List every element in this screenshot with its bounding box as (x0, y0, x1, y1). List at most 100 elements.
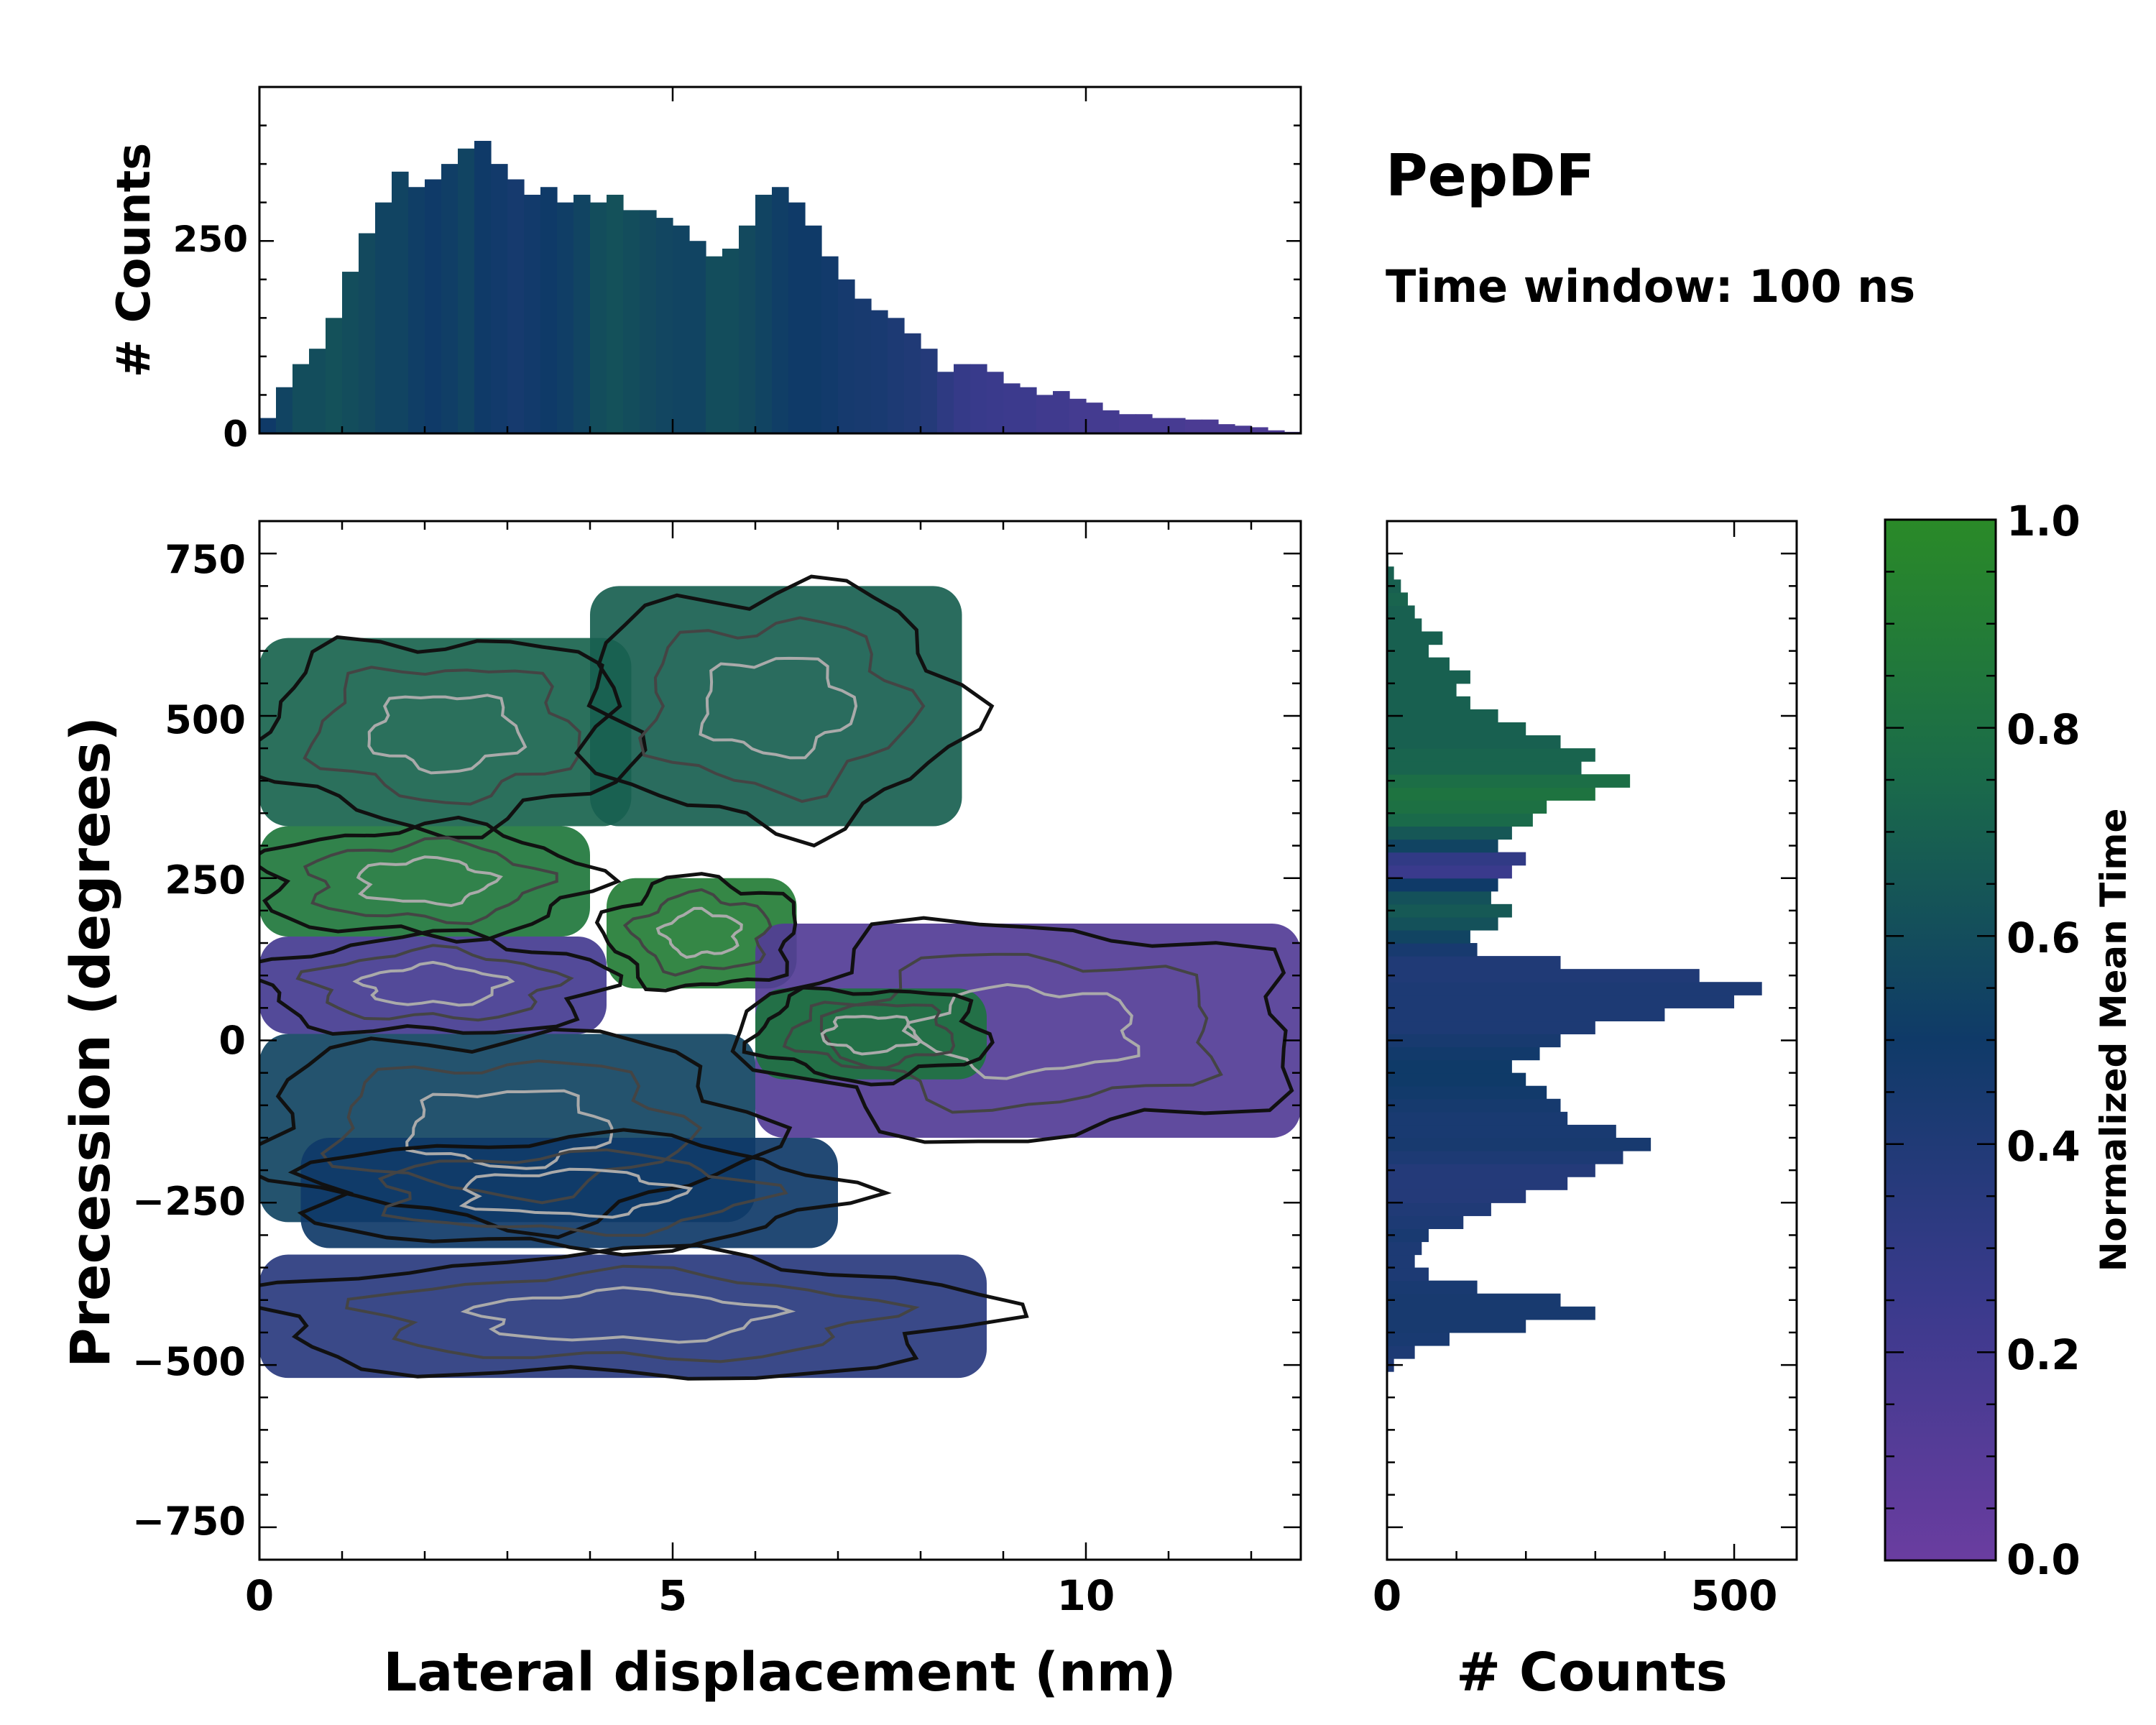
top-histogram-bar (1069, 398, 1087, 433)
right-histogram-bar (1387, 1085, 1547, 1100)
heatmap-contour (320, 1059, 703, 1205)
top-ytick-0: 0 (223, 413, 248, 455)
right-histogram-bar (1387, 592, 1408, 607)
right-histogram-bar (1387, 761, 1582, 775)
colorbar-gradient (1884, 518, 1997, 1562)
right-histogram-bar (1387, 878, 1498, 892)
heatmap-contour (377, 1148, 788, 1237)
heatmap-contour (573, 574, 995, 848)
top-histogram-bar (1036, 395, 1054, 433)
xtick-5: 5 (658, 1571, 687, 1620)
heatmap-contour (460, 1286, 796, 1344)
right-histogram: 0 500 # Counts (1373, 520, 1798, 1703)
ytick-250: 250 (165, 857, 246, 903)
top-histogram-bar (474, 140, 492, 433)
heatmap-contour (259, 815, 622, 944)
right-histogram-bar (1387, 683, 1457, 697)
heatmap-contour (655, 906, 743, 959)
figure-subtitle: Time window: 100 ns (1386, 260, 1915, 313)
top-histogram-bar (425, 179, 442, 433)
right-histogram-bar (1387, 722, 1526, 736)
colorbar-tick-1-0: 1.0 (2007, 497, 2081, 546)
ytick-minus-250: −250 (132, 1179, 246, 1224)
top-histogram-bar (607, 194, 624, 433)
right-histogram-bar (1387, 709, 1498, 723)
heatmap-contour (259, 928, 624, 1036)
top-histogram-bar (689, 241, 706, 433)
right-histogram-bar (1387, 943, 1478, 957)
right-histogram-bar (1387, 1137, 1651, 1151)
top-histogram-bar (540, 187, 558, 433)
top-histogram-bar (1268, 430, 1285, 433)
top-histogram-bar (623, 210, 640, 433)
top-histogram-bar (1169, 418, 1186, 433)
right-histogram-bar (1387, 1059, 1512, 1074)
heatmap-contour (699, 656, 858, 760)
ytick-0: 0 (218, 1018, 246, 1063)
right-histogram-bar (1387, 1280, 1478, 1294)
top-ylabel: # Counts (108, 143, 161, 378)
top-histogram-bar (1119, 414, 1136, 433)
right-histogram-bar (1387, 813, 1533, 827)
top-histogram-bar (1251, 427, 1268, 433)
ytick-750: 750 (165, 537, 246, 582)
colorbar-tick-0-2: 0.2 (2007, 1330, 2081, 1379)
top-histogram-bar (1152, 418, 1169, 433)
right-histogram-bar (1387, 748, 1595, 762)
top-histogram-bar (871, 310, 888, 433)
top-histogram-bar (292, 364, 310, 433)
heatmap-contour (622, 888, 773, 977)
right-histogram-bar (1387, 852, 1526, 866)
right-histogram-bar (1387, 826, 1512, 840)
top-histogram-bar (1102, 410, 1120, 433)
heatmap-contour (303, 666, 581, 806)
top-histogram-bar (722, 248, 740, 433)
right-histogram-bar (1387, 1164, 1595, 1177)
heatmap-contours (259, 574, 1294, 1381)
xtick-0: 0 (245, 1571, 274, 1620)
top-histogram-bar (739, 225, 756, 433)
right-histogram-bar (1387, 735, 1561, 749)
top-histogram-bar (458, 148, 475, 433)
right-histogram-bar (1387, 787, 1595, 801)
top-histogram-bar (259, 418, 277, 433)
heatmap-contour (303, 836, 558, 926)
heatmap-contour (820, 1015, 923, 1056)
ytick-minus-750: −750 (132, 1499, 246, 1544)
heatmap-xlabel: Lateral displacement (nm) (383, 1642, 1176, 1703)
heatmap-contour (259, 1027, 793, 1239)
heatmap-contour (459, 1167, 694, 1219)
right-xtick-500: 500 (1690, 1571, 1777, 1620)
heatmap-ticks (258, 521, 1301, 1560)
colorbar-tick-0-6: 0.6 (2007, 914, 2081, 962)
right-histogram-bar (1387, 1034, 1561, 1048)
heatmap-contour (742, 985, 995, 1087)
top-histogram-bar (838, 279, 855, 433)
right-histogram-bar (1387, 1098, 1561, 1113)
right-histogram-bar (1387, 903, 1512, 918)
right-histogram-bar (1387, 982, 1762, 995)
heatmap-contour (356, 855, 503, 908)
top-histogram-bar (573, 194, 591, 433)
right-histogram-bar (1387, 1021, 1595, 1035)
right-histogram-bar (1387, 1008, 1665, 1022)
heatmap-contour (345, 1264, 920, 1363)
right-histogram-bar (1387, 1124, 1616, 1138)
right-histogram-bar (1387, 1345, 1415, 1359)
heatmap-region (259, 826, 590, 937)
colorbar-tick-0-4: 0.4 (2007, 1122, 2081, 1171)
heatmap-panel: 0 5 10 750 500 250 0 −250 −500 −750 Late… (58, 520, 1302, 1703)
right-xlabel: # Counts (1456, 1642, 1728, 1703)
heatmap-density (259, 586, 1301, 1379)
right-histogram-bar (1387, 929, 1470, 944)
top-histogram-bar (904, 333, 921, 433)
heatmap-contour (367, 694, 528, 775)
xtick-10: 10 (1057, 1571, 1115, 1620)
right-histogram-bar (1387, 1202, 1491, 1216)
heatmap-region (259, 937, 607, 1034)
heatmap-contour (730, 916, 1294, 1144)
right-histogram-bar (1387, 995, 1735, 1008)
heatmap-contour (638, 616, 926, 804)
right-histogram-bar (1387, 774, 1631, 788)
